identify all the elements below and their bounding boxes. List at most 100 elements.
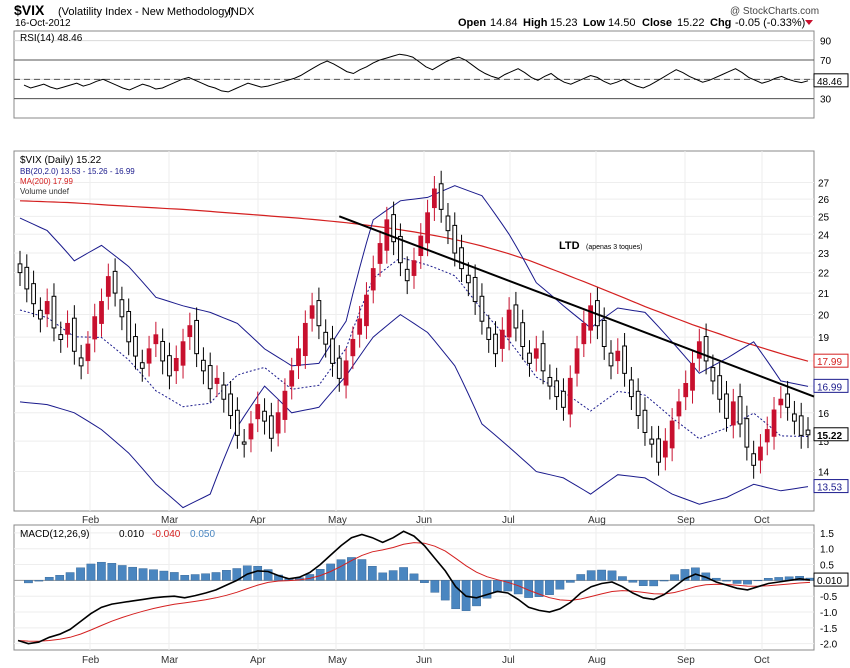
macd-histogram-bar <box>649 580 659 587</box>
candle-body <box>105 276 111 297</box>
candle-body <box>751 453 757 466</box>
candle-body <box>438 183 444 210</box>
macd-histogram-bar <box>732 580 742 584</box>
macd-legend-signal: -0.040 <box>152 529 181 540</box>
macd-month-label: Mar <box>161 655 179 666</box>
candle-body <box>656 438 661 463</box>
candle-body <box>275 412 281 434</box>
candle-body <box>58 334 64 340</box>
rsi-value-label: 48.46 <box>817 77 842 88</box>
macd-month-label: Jul <box>502 655 515 666</box>
candle-body <box>506 309 512 338</box>
candle-body <box>78 357 84 367</box>
price-month-label: Feb <box>82 515 100 526</box>
macd-histogram-bar <box>545 580 554 595</box>
candle-body <box>330 338 335 364</box>
price-marker-label: 13.53 <box>817 483 842 494</box>
candle-body <box>31 283 36 305</box>
macd-histogram-bar <box>65 572 75 581</box>
candle-body <box>241 441 247 445</box>
rsi-tick-label: 30 <box>820 95 832 106</box>
macd-histogram-bar <box>211 572 221 581</box>
price-tick-label: 22 <box>818 269 830 280</box>
low-label: Low <box>583 17 605 29</box>
candle-body <box>669 420 675 449</box>
candle-body <box>296 348 301 367</box>
rsi-panel <box>13 30 815 119</box>
macd-legend-macd: 0.010 <box>119 529 144 540</box>
macd-month-label: Aug <box>588 655 606 666</box>
price-tick-label: 19 <box>818 333 830 344</box>
macd-histogram-bar <box>107 563 117 581</box>
candle-body <box>520 322 526 347</box>
candle-body <box>391 214 397 243</box>
macd-legend-hist: 0.050 <box>190 529 215 540</box>
candle-body <box>622 345 627 374</box>
candle-body <box>499 329 505 349</box>
macd-histogram-bar <box>524 580 533 598</box>
candle-body <box>126 311 132 343</box>
macd-histogram-bar <box>169 572 179 581</box>
candle-body <box>153 334 159 345</box>
candle-body <box>370 268 376 291</box>
macd-histogram-bar <box>493 580 502 593</box>
candle-body <box>785 393 791 408</box>
candle-body <box>628 379 634 398</box>
macd-histogram-bar <box>409 573 419 581</box>
macd-histogram-bar <box>34 580 44 582</box>
price-marker-box <box>813 353 849 368</box>
macd-tick-label: -1.5 <box>820 624 838 635</box>
macd-histogram-bar <box>149 569 158 581</box>
price-tick-label: 23 <box>818 249 830 260</box>
ma200-line <box>19 200 809 362</box>
candle-body <box>85 343 91 362</box>
symbol-description: (Volatility Index - New Methodology) <box>58 6 233 18</box>
brand-watermark: @ StockCharts.com <box>730 6 819 17</box>
candle-body <box>248 423 254 440</box>
macd-histogram-bar <box>638 580 648 586</box>
price-panel <box>13 150 815 512</box>
rsi-layer <box>14 40 814 100</box>
exchange-label: INDX <box>228 6 255 18</box>
candle-body <box>724 393 729 419</box>
candle-body <box>71 317 77 352</box>
price-month-label: Jul <box>502 515 515 526</box>
candle-body <box>323 331 329 345</box>
ltd-label: LTD <box>559 240 580 252</box>
candle-body <box>554 380 560 398</box>
symbol-title: $VIX <box>14 2 45 18</box>
macd-histogram-bar <box>388 570 398 581</box>
macd-histogram-bar <box>607 570 617 581</box>
macd-histogram-bar <box>357 559 367 581</box>
price-month-label: Jun <box>416 515 432 526</box>
macd-value-label: 0.010 <box>817 576 842 587</box>
candle-body <box>459 247 464 270</box>
macd-histogram-bar <box>347 557 356 581</box>
candle-body <box>99 301 104 324</box>
macd-histogram-bar <box>97 561 106 581</box>
candle-body <box>567 377 573 415</box>
macd-histogram-bar <box>503 580 513 592</box>
macd-tick-label: 1.5 <box>820 529 834 540</box>
macd-histogram-bar <box>263 569 273 581</box>
price-marker-box <box>813 427 849 442</box>
open-label: Open <box>458 17 486 29</box>
macd-histogram-bar <box>534 580 544 597</box>
candle-body <box>710 367 716 382</box>
candle-body <box>642 409 648 433</box>
price-marker-box <box>813 378 849 393</box>
candle-body <box>194 319 200 355</box>
macd-month-label: May <box>328 655 347 666</box>
macd-histogram-bar <box>586 570 596 581</box>
price-tick-label: 21 <box>818 289 830 300</box>
chg-label: Chg <box>710 17 731 29</box>
candle-body <box>411 260 417 276</box>
macd-legend-name: MACD(12,26,9) <box>20 529 89 540</box>
candle-body <box>758 446 763 461</box>
macd-histogram-bar <box>336 559 346 581</box>
high-value: 15.23 <box>550 17 578 29</box>
price-month-label: Aug <box>588 515 606 526</box>
macd-tick-label: -1.0 <box>820 608 838 619</box>
candle-body <box>547 376 553 387</box>
macd-histogram-bar <box>315 569 325 581</box>
